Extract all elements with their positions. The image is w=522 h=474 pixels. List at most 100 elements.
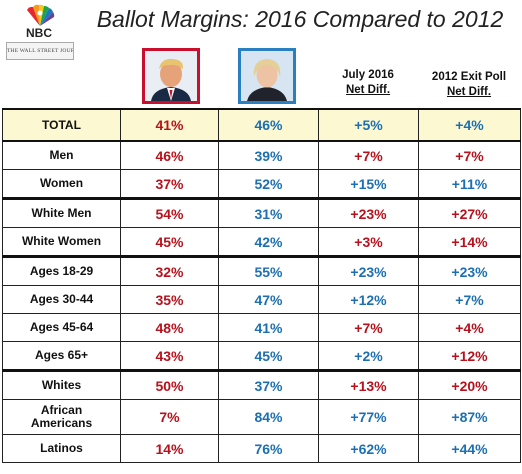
trump-value-cell: 32%	[120, 255, 219, 286]
exit-poll-net-diff-cell: +20%	[418, 369, 521, 400]
clinton-value-cell: 52%	[218, 169, 319, 199]
clinton-photo	[238, 48, 296, 104]
row-label: Latinos	[2, 434, 121, 463]
row-label: Ages 18-29	[2, 255, 121, 286]
row-label-line: Whites	[41, 378, 82, 392]
trump-photo	[142, 48, 200, 104]
row-label-line: TOTAL	[42, 117, 81, 132]
july-net-diff-cell: +23%	[318, 197, 419, 228]
row-label-line: Ages 65+	[34, 348, 89, 362]
table-row: White Women 45% 42% +3% +14%	[2, 227, 521, 257]
exit-poll-net-diff-cell: +27%	[418, 197, 521, 228]
trump-portrait-icon	[145, 51, 197, 101]
trump-value-cell: 54%	[120, 197, 219, 228]
table-row: Men 46% 39% +7% +7%	[2, 140, 521, 170]
row-label-line: White Men	[31, 206, 92, 220]
row-label: Men	[2, 140, 121, 170]
column-header-july-2016: July 2016 Net Diff.	[322, 68, 414, 98]
trump-value-cell: 41%	[120, 108, 219, 142]
row-label: Whites	[2, 369, 121, 400]
july-net-diff-cell: +5%	[318, 108, 419, 142]
table-row: Ages 65+ 43% 45% +2% +12%	[2, 341, 521, 371]
column-header-exit-line1: 2012 Exit Poll	[431, 71, 507, 83]
exit-poll-net-diff-cell: +87%	[418, 399, 521, 435]
row-label-line: Ages 45-64	[29, 320, 94, 334]
july-net-diff-cell: +12%	[318, 285, 419, 314]
july-net-diff-cell: +13%	[318, 369, 419, 400]
column-header-exit-poll-2012: 2012 Exit Poll Net Diff.	[420, 70, 518, 100]
table-row: White Men 54% 31% +23% +27%	[2, 197, 521, 228]
column-header-july-line2: Net Diff.	[345, 84, 391, 96]
clinton-value-cell: 46%	[218, 108, 319, 142]
row-label-line: Ages 30-44	[29, 292, 94, 306]
july-net-diff-cell: +62%	[318, 434, 419, 463]
row-label: Ages 30-44	[2, 285, 121, 314]
wsj-logo: THE WALL STREET JOURNAL.	[6, 42, 74, 60]
nbc-logo-text: NBC	[26, 26, 52, 40]
row-label-line: African	[40, 403, 83, 417]
exit-poll-net-diff-cell: +7%	[418, 285, 521, 314]
exit-poll-net-diff-cell: +4%	[418, 313, 521, 342]
page-title: Ballot Margins: 2016 Compared to 2012	[96, 6, 504, 32]
trump-value-cell: 43%	[120, 341, 219, 371]
table-row: African Americans 7% 84% +77% +87%	[2, 399, 521, 435]
row-label: White Women	[2, 227, 121, 257]
july-net-diff-cell: +7%	[318, 140, 419, 170]
july-net-diff-cell: +77%	[318, 399, 419, 435]
clinton-value-cell: 39%	[218, 140, 319, 170]
column-header-exit-line2: Net Diff.	[446, 86, 492, 98]
trump-value-cell: 50%	[120, 369, 219, 400]
row-label: White Men	[2, 197, 121, 228]
row-label-line: Americans	[30, 416, 93, 430]
july-net-diff-cell: +7%	[318, 313, 419, 342]
clinton-value-cell: 55%	[218, 255, 319, 286]
exit-poll-net-diff-cell: +23%	[418, 255, 521, 286]
clinton-value-cell: 42%	[218, 227, 319, 257]
table-row: Whites 50% 37% +13% +20%	[2, 369, 521, 400]
july-net-diff-cell: +15%	[318, 169, 419, 199]
table-row: TOTAL 41% 46% +5% +4%	[2, 108, 521, 142]
row-label-line: Ages 18-29	[29, 264, 94, 278]
trump-value-cell: 7%	[120, 399, 219, 435]
trump-value-cell: 37%	[120, 169, 219, 199]
trump-value-cell: 45%	[120, 227, 219, 257]
table-row: Ages 45-64 48% 41% +7% +4%	[2, 313, 521, 342]
row-label: TOTAL	[2, 108, 121, 142]
column-header-july-line1: July 2016	[342, 69, 394, 81]
table-row: Latinos 14% 76% +62% +44%	[2, 434, 521, 463]
trump-value-cell: 14%	[120, 434, 219, 463]
row-label: Ages 45-64	[2, 313, 121, 342]
trump-value-cell: 46%	[120, 140, 219, 170]
clinton-value-cell: 47%	[218, 285, 319, 314]
nbc-peacock-icon	[27, 4, 55, 27]
exit-poll-net-diff-cell: +14%	[418, 227, 521, 257]
table-row: Ages 30-44 35% 47% +12% +7%	[2, 285, 521, 314]
clinton-portrait-icon	[241, 51, 293, 101]
row-label: Ages 65+	[2, 341, 121, 371]
exit-poll-net-diff-cell: +11%	[418, 169, 521, 199]
table-row: Women 37% 52% +15% +11%	[2, 169, 521, 199]
row-label-line: White Women	[21, 234, 102, 248]
nbc-wsj-logo: NBC THE WALL STREET JOURNAL.	[6, 4, 74, 62]
row-label-line: Latinos	[40, 441, 83, 455]
table-row: Ages 18-29 32% 55% +23% +23%	[2, 255, 521, 286]
trump-value-cell: 48%	[120, 313, 219, 342]
clinton-value-cell: 37%	[218, 369, 319, 400]
exit-poll-net-diff-cell: +44%	[418, 434, 521, 463]
trump-value-cell: 35%	[120, 285, 219, 314]
row-label-line: Women	[39, 176, 84, 190]
exit-poll-net-diff-cell: +12%	[418, 341, 521, 371]
row-label: Women	[2, 169, 121, 199]
clinton-value-cell: 41%	[218, 313, 319, 342]
row-label-line: Men	[49, 148, 74, 162]
july-net-diff-cell: +2%	[318, 341, 419, 371]
exit-poll-net-diff-cell: +7%	[418, 140, 521, 170]
ballot-margins-table: TOTAL 41% 46% +5% +4% Men 46% 39% +7% +7% Women 37%…	[2, 108, 521, 463]
exit-poll-net-diff-cell: +4%	[418, 108, 521, 142]
clinton-value-cell: 45%	[218, 341, 319, 371]
clinton-value-cell: 31%	[218, 197, 319, 228]
clinton-value-cell: 84%	[218, 399, 319, 435]
row-label: African Americans	[2, 399, 121, 435]
july-net-diff-cell: +3%	[318, 227, 419, 257]
july-net-diff-cell: +23%	[318, 255, 419, 286]
